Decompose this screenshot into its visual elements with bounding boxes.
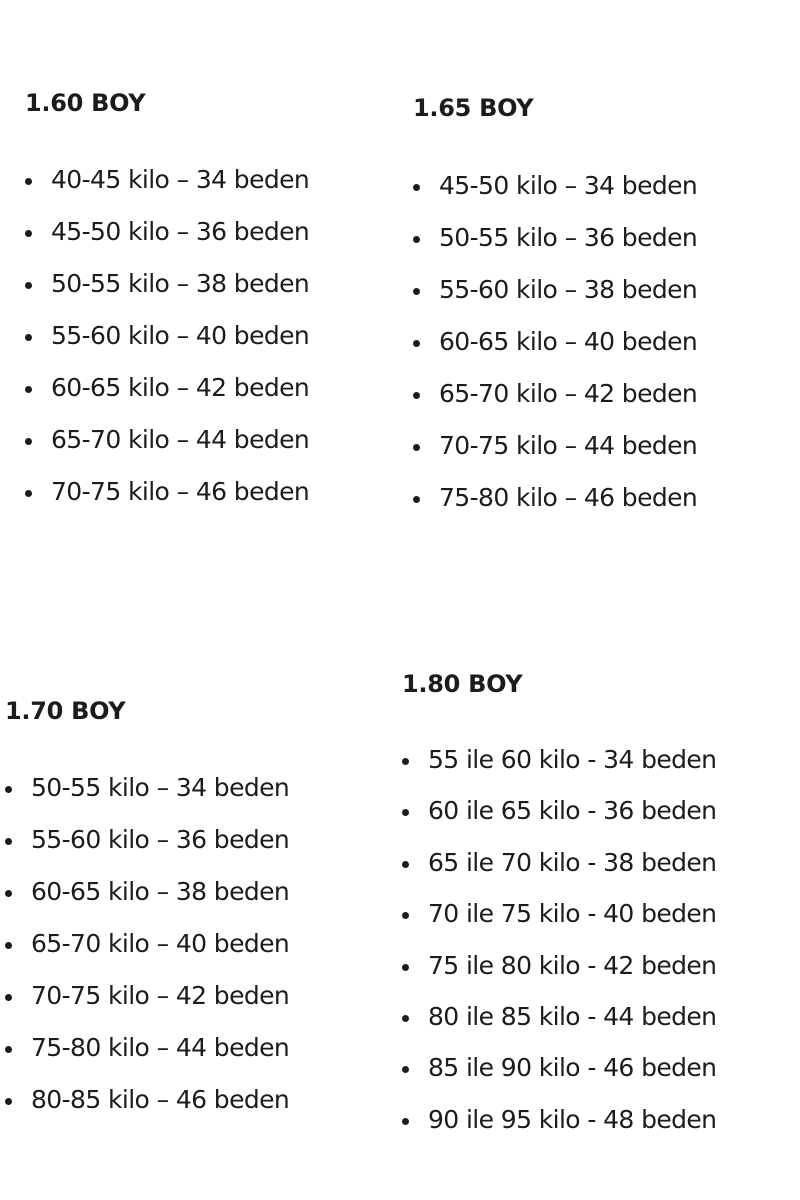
list-item: 85 ile 90 kilo - 46 beden	[402, 1042, 717, 1093]
section-title: 1.80 BOY	[402, 670, 523, 698]
section-title: 1.60 BOY	[25, 89, 146, 117]
section-title: 1.65 BOY	[413, 94, 534, 122]
list-item: 50-55 kilo – 36 beden	[413, 212, 698, 264]
list-item: 70-75 kilo – 44 beden	[413, 420, 698, 472]
list-item: 50-55 kilo – 34 beden	[5, 762, 290, 814]
list-item: 75 ile 80 kilo - 42 beden	[402, 940, 717, 991]
list-item: 65-70 kilo – 40 beden	[5, 918, 290, 970]
list-item: 60 ile 65 kilo - 36 beden	[402, 785, 717, 836]
size-chart-170: 1.70 BOY 50-55 kilo – 34 beden 55-60 kilo…	[5, 696, 290, 1126]
list-item: 55-60 kilo – 40 beden	[25, 310, 310, 362]
section-title: 1.70 BOY	[5, 697, 126, 725]
list-item: 80-85 kilo – 46 beden	[5, 1074, 290, 1126]
size-list: 55 ile 60 kilo - 34 beden 60 ile 65 kilo …	[402, 734, 717, 1145]
list-item: 70-75 kilo – 46 beden	[25, 466, 310, 518]
list-item: 60-65 kilo – 42 beden	[25, 362, 310, 414]
list-item: 65-70 kilo – 44 beden	[25, 414, 310, 466]
list-item: 80 ile 85 kilo - 44 beden	[402, 991, 717, 1042]
list-item: 70 ile 75 kilo - 40 beden	[402, 888, 717, 939]
list-item: 45-50 kilo – 36 beden	[25, 206, 310, 258]
list-item: 65 ile 70 kilo - 38 beden	[402, 837, 717, 888]
list-item: 90 ile 95 kilo - 48 beden	[402, 1094, 717, 1145]
size-chart-180: 1.80 BOY 55 ile 60 kilo - 34 beden 60 ile…	[402, 669, 717, 1145]
size-list: 45-50 kilo – 34 beden 50-55 kilo – 36 bed…	[413, 160, 698, 524]
list-item: 40-45 kilo – 34 beden	[25, 154, 310, 206]
size-chart-165: 1.65 BOY 45-50 kilo – 34 beden 50-55 kilo…	[413, 93, 698, 524]
list-item: 65-70 kilo – 42 beden	[413, 368, 698, 420]
list-item: 60-65 kilo – 38 beden	[5, 866, 290, 918]
list-item: 55 ile 60 kilo - 34 beden	[402, 734, 717, 785]
list-item: 50-55 kilo – 38 beden	[25, 258, 310, 310]
size-chart-160: 1.60 BOY 40-45 kilo – 34 beden 45-50 kilo…	[25, 88, 310, 518]
list-item: 60-65 kilo – 40 beden	[413, 316, 698, 368]
list-item: 70-75 kilo – 42 beden	[5, 970, 290, 1022]
size-list: 40-45 kilo – 34 beden 45-50 kilo – 36 bed…	[25, 154, 310, 518]
list-item: 55-60 kilo – 36 beden	[5, 814, 290, 866]
list-item: 45-50 kilo – 34 beden	[413, 160, 698, 212]
list-item: 75-80 kilo – 46 beden	[413, 472, 698, 524]
list-item: 55-60 kilo – 38 beden	[413, 264, 698, 316]
size-list: 50-55 kilo – 34 beden 55-60 kilo – 36 bed…	[5, 762, 290, 1126]
list-item: 75-80 kilo – 44 beden	[5, 1022, 290, 1074]
